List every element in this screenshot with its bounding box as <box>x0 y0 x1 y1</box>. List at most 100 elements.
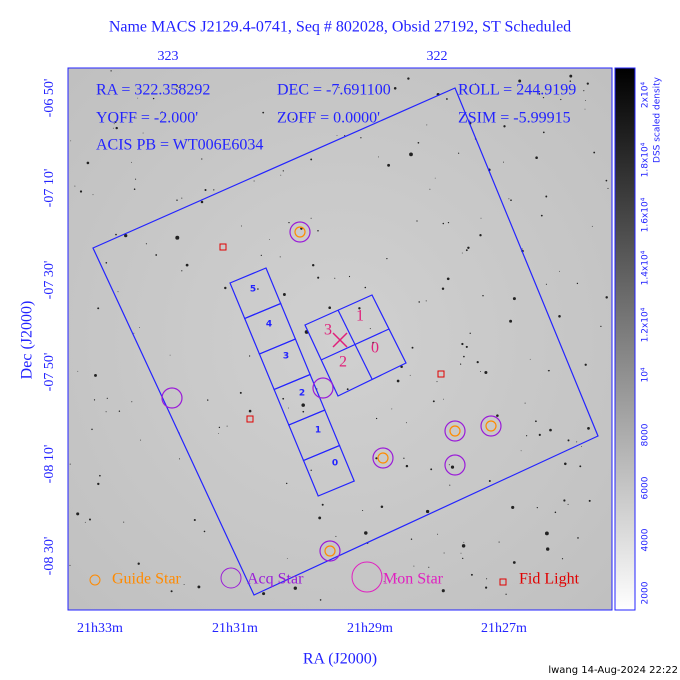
info: YOFF = -2.000' <box>96 110 198 127</box>
colorbar-tick: 4000 <box>641 528 651 551</box>
star <box>131 161 132 163</box>
star <box>124 233 128 238</box>
star <box>410 538 413 540</box>
star <box>505 593 507 595</box>
colorbar-tick: 1.8x10⁴ <box>641 142 651 177</box>
star <box>405 464 409 468</box>
acis-s-labels: 5 4 3 2 1 0 <box>250 285 338 469</box>
star <box>248 409 252 413</box>
left-axis: -06 50' -07 10' -07 30' -07 50' -08 10' … <box>19 79 58 576</box>
star <box>253 180 255 182</box>
star <box>510 199 512 202</box>
dec-tick: -07 50' <box>42 353 57 392</box>
star <box>549 428 552 432</box>
star <box>226 425 228 427</box>
star <box>260 254 262 256</box>
star <box>336 135 338 137</box>
star <box>257 288 259 290</box>
star <box>535 156 538 159</box>
star <box>317 276 320 279</box>
colorbar-tick: 1.4x10⁴ <box>641 250 651 285</box>
star <box>348 275 351 278</box>
star <box>137 562 140 565</box>
star <box>567 503 569 505</box>
top-tick: 322 <box>427 49 448 64</box>
star <box>239 391 242 394</box>
chip-label: 2 <box>299 389 305 399</box>
star <box>117 291 119 293</box>
star <box>588 499 591 502</box>
star <box>131 401 133 403</box>
star <box>567 439 570 442</box>
star <box>579 465 582 468</box>
star <box>434 177 436 179</box>
star <box>461 342 464 346</box>
colorbar-ticks: 2000 4000 6000 8000 10⁴ 1.2x10⁴ 1.4x10⁴ 1.6x10⁴… <box>641 82 651 605</box>
star <box>586 82 589 85</box>
star <box>362 509 364 512</box>
star <box>447 221 450 224</box>
dec-tick: -07 30' <box>42 261 57 300</box>
chip-label: 0 <box>371 340 379 357</box>
star <box>446 277 450 281</box>
star <box>282 397 285 400</box>
star <box>106 397 108 399</box>
star <box>396 379 400 383</box>
star <box>463 541 465 543</box>
star <box>529 358 531 360</box>
star <box>605 296 608 299</box>
star <box>338 87 340 89</box>
star <box>542 96 545 99</box>
star <box>593 151 596 154</box>
colorbar-tick: 1.6x10⁴ <box>641 197 651 232</box>
star <box>145 243 147 245</box>
acis-i-chips <box>304 294 407 397</box>
star <box>204 188 207 192</box>
star <box>139 326 140 328</box>
legend: Guide Star Acq Star Mon Star Fid Light <box>89 561 580 593</box>
star <box>445 98 448 100</box>
star <box>581 446 583 447</box>
star <box>521 248 523 250</box>
star <box>462 557 464 560</box>
star <box>387 163 391 167</box>
star <box>84 521 86 523</box>
star <box>546 547 550 551</box>
star <box>115 126 118 130</box>
star <box>380 505 384 509</box>
star <box>372 343 374 345</box>
star <box>135 178 137 180</box>
star <box>240 225 242 227</box>
star <box>377 156 379 158</box>
star <box>484 370 488 375</box>
star <box>569 74 573 78</box>
star <box>185 263 189 267</box>
star <box>465 345 468 348</box>
star <box>511 505 515 509</box>
colorbar <box>614 67 636 611</box>
star <box>569 80 572 82</box>
star <box>441 287 445 291</box>
star <box>310 217 312 219</box>
star <box>137 97 139 99</box>
star <box>600 325 602 328</box>
star <box>442 222 445 225</box>
star <box>512 297 516 301</box>
star <box>97 482 100 486</box>
colorbar-tick: 1.2x10⁴ <box>641 307 651 342</box>
star <box>547 370 549 372</box>
ra-tick: 21h29m <box>347 621 393 636</box>
star <box>396 578 398 580</box>
star <box>135 117 137 119</box>
star <box>97 307 100 310</box>
star <box>443 398 444 400</box>
star <box>133 332 135 334</box>
axis-label: RA (J2000) <box>303 651 377 668</box>
colorbar-label: DSS scaled density <box>653 76 663 163</box>
star <box>201 158 203 160</box>
info: ZSIM = -5.99915 <box>458 110 571 127</box>
star <box>328 306 332 310</box>
top-tick: 323 <box>158 49 179 64</box>
star <box>319 599 322 601</box>
